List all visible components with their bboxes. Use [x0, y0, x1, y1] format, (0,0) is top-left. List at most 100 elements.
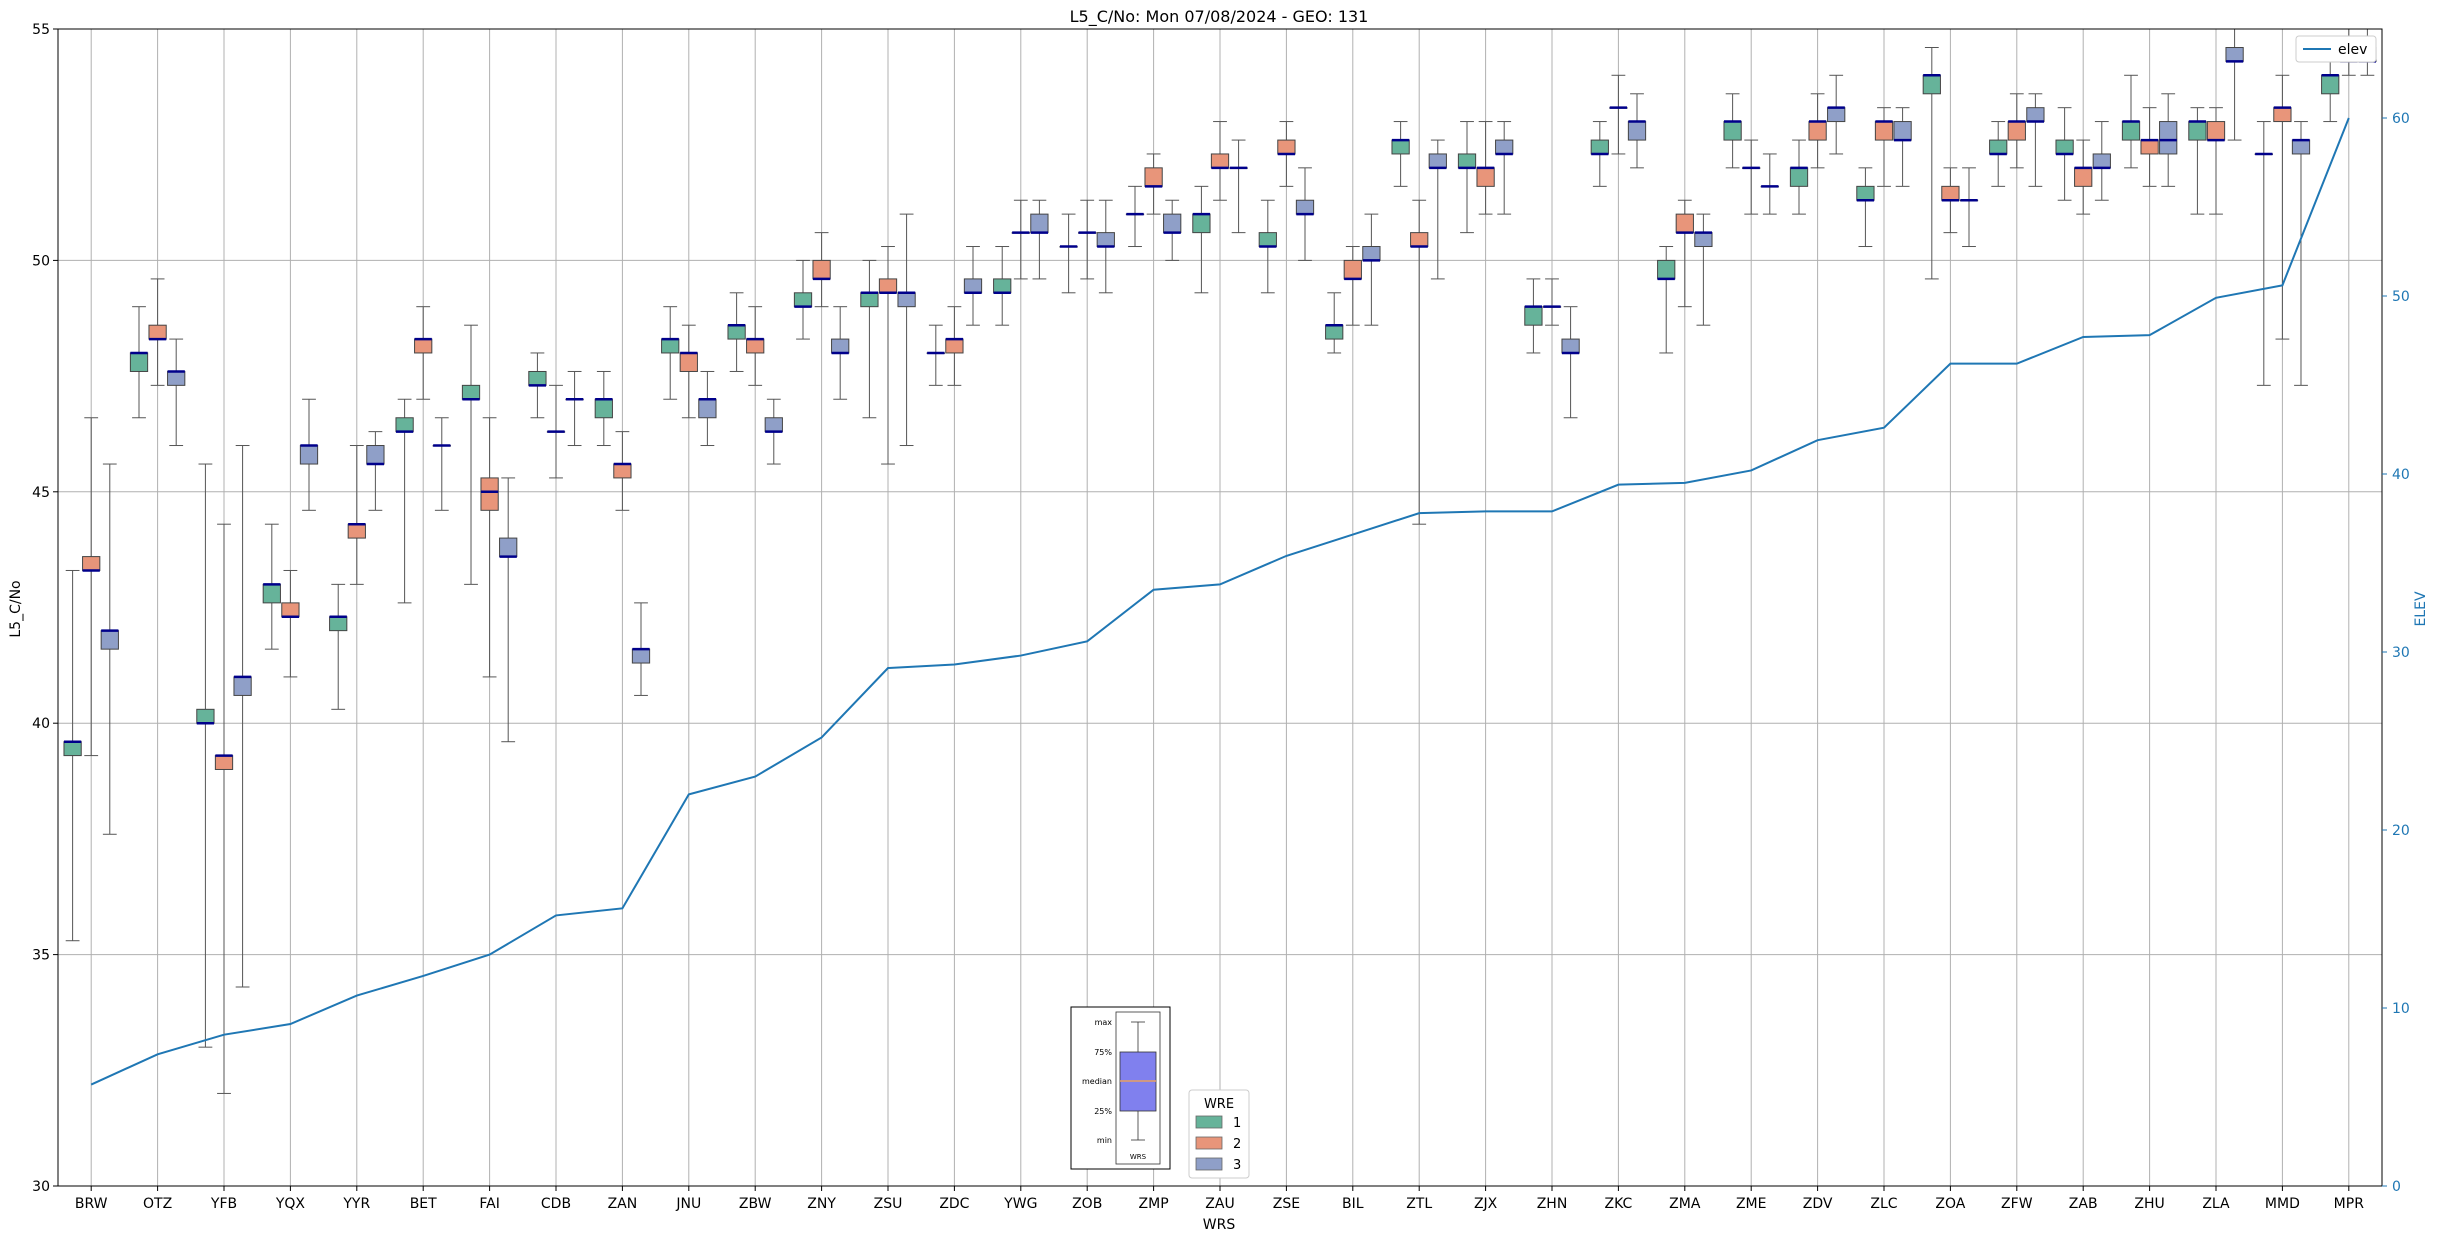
box-wre-3 — [1096, 232, 1115, 248]
box-wre-3 — [1893, 121, 1912, 141]
box-wre-1 — [594, 398, 613, 419]
box-wre-1 — [262, 583, 281, 604]
x-tick-label: ZSU — [874, 1196, 903, 1212]
box-wre-3 — [831, 338, 850, 354]
box-wre-2 — [480, 477, 499, 511]
box-wre-2 — [945, 338, 964, 354]
box-wre-1 — [1922, 74, 1941, 95]
box-wre-2 — [746, 338, 765, 354]
box-wre-3 — [698, 398, 717, 419]
x-tick-label: ZAN — [608, 1196, 638, 1212]
box-wre-3 — [1295, 199, 1315, 215]
box-wre-1 — [1325, 324, 1344, 340]
x-tick-label: YFB — [210, 1196, 237, 1212]
y-tick-label: 50 — [32, 253, 50, 269]
legend-wre-swatch-2 — [1195, 1136, 1223, 1150]
box-wre-3 — [299, 445, 319, 465]
x-tick-label: ZKC — [1605, 1196, 1633, 1212]
box-wre-1 — [1258, 232, 1277, 248]
box-wre-1 — [329, 616, 348, 632]
box-wre-2 — [281, 602, 300, 618]
x-tick-label: ZDV — [1803, 1196, 1833, 1212]
box-wre-2 — [148, 324, 167, 340]
box-wre-2 — [878, 278, 898, 294]
x-axis-label: WRS — [1203, 1217, 1236, 1233]
x-tick-label: ZNY — [807, 1196, 836, 1212]
box-wre-2 — [2206, 121, 2226, 141]
box-wre-2 — [812, 259, 831, 280]
legend-wre-label-1: 1 — [1233, 1116, 1241, 1131]
key-label: median — [1082, 1077, 1112, 1086]
box-wre-3 — [2026, 107, 2045, 123]
box-key-inset: max 75% median 25% min WRS — [1070, 1006, 1171, 1170]
box-wre-2 — [1941, 185, 1960, 201]
box-wre-2 — [414, 338, 433, 354]
box-wre-2 — [2273, 107, 2292, 123]
box-wre-2 — [2140, 139, 2159, 155]
x-tick-label: ZHN — [1537, 1196, 1568, 1212]
box-wre-1 — [1192, 213, 1211, 234]
box-wre-1 — [2121, 121, 2141, 141]
box-wre-1 — [528, 370, 547, 386]
box-wre-1 — [793, 292, 813, 308]
x-tick-label: MPR — [2334, 1196, 2365, 1212]
y2-tick-label: 40 — [2392, 467, 2410, 483]
box-wre-1 — [1856, 185, 1875, 201]
box-wre-2 — [613, 463, 632, 479]
legend-wre-title: WRE — [1204, 1097, 1234, 1112]
legend-elev-frame — [2295, 35, 2377, 63]
box-wre-1 — [2321, 74, 2340, 95]
box-wre-3 — [1827, 107, 1846, 123]
x-tick-label: BRW — [75, 1196, 108, 1212]
box-wre-3 — [963, 278, 983, 294]
box-wre-2 — [1144, 167, 1163, 187]
legend-wre-swatch-1 — [1195, 1115, 1223, 1129]
box-wre-3 — [233, 676, 252, 696]
box-wre-2 — [2074, 167, 2093, 187]
box-wre-3 — [499, 537, 518, 558]
x-tick-label: BET — [410, 1196, 437, 1212]
box-wre-2 — [679, 352, 698, 372]
box-wre-2 — [1210, 153, 1230, 169]
x-tick-label: ZAB — [2069, 1196, 2098, 1212]
y2-tick-label: 50 — [2392, 289, 2410, 305]
y-tick-label: 40 — [32, 716, 50, 732]
box-wre-1 — [196, 708, 215, 724]
box-wre-2 — [214, 755, 234, 770]
box-wre-3 — [366, 445, 385, 465]
box-layer — [63, 28, 2377, 1094]
y-tick-label: 45 — [32, 485, 50, 501]
box-wre-3 — [764, 417, 783, 433]
box-wre-1 — [461, 384, 481, 400]
legend-elev-label: elev — [2338, 42, 2367, 58]
box-wre-3 — [1495, 139, 1514, 155]
box-wre-1 — [395, 417, 414, 433]
x-tick-label: CDB — [541, 1196, 571, 1212]
box-wre-1 — [1524, 306, 1543, 326]
x-tick-label: ZSE — [1273, 1196, 1300, 1212]
x-tick-label: ZLA — [2202, 1196, 2230, 1212]
key-label: 25% — [1094, 1107, 1112, 1116]
x-tick-label: ZJX — [1474, 1196, 1498, 1212]
x-tick-label: ZBW — [739, 1196, 772, 1212]
legend-wre-label-2: 2 — [1233, 1137, 1241, 1152]
legend-wre: WRE 1 2 3 — [1188, 1089, 1250, 1179]
box-wre-3 — [1561, 338, 1580, 354]
box-wre-3 — [2225, 47, 2244, 62]
box-wre-3 — [631, 648, 651, 664]
box-wre-1 — [1989, 139, 2008, 155]
y2-tick-label: 20 — [2392, 823, 2410, 839]
box-wre-2 — [1675, 213, 1694, 234]
x-tick-label: JNU — [675, 1196, 701, 1212]
x-tick-label: YYR — [342, 1196, 370, 1212]
box-wre-3 — [2291, 139, 2311, 155]
x-tick-label: ZOB — [1072, 1196, 1102, 1212]
box-wre-1 — [63, 741, 82, 757]
box-wre-1 — [1391, 139, 1410, 155]
legend-wre-label-3: 3 — [1233, 1158, 1241, 1173]
chart-title: L5_C/No: Mon 07/08/2024 - GEO: 131 — [1070, 7, 1369, 27]
x-tick-label: YQX — [275, 1196, 306, 1212]
elev-line-layer — [90, 117, 2350, 1086]
box-wre-3 — [100, 630, 119, 650]
